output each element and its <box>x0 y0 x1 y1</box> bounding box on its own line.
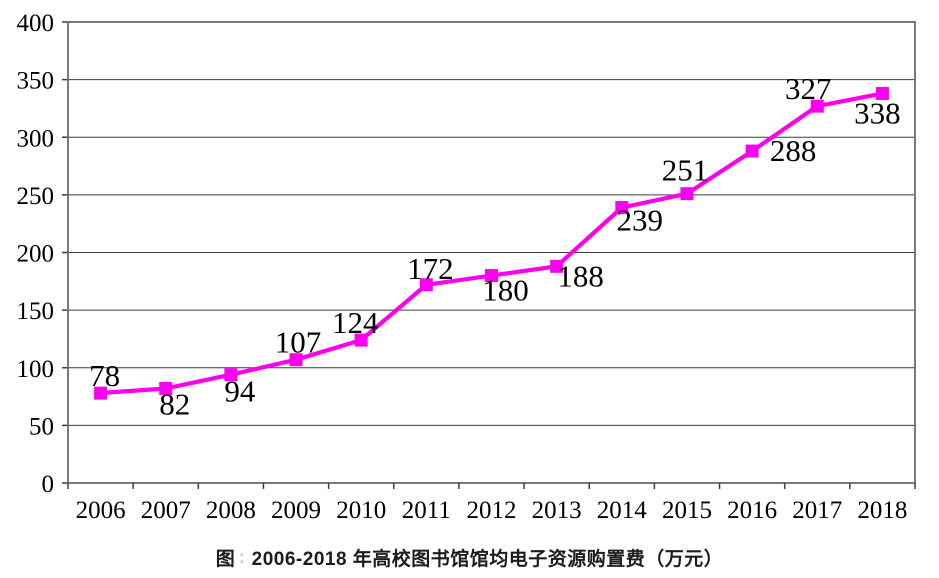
data-point-marker-2007 <box>159 381 173 395</box>
data-label-2014: 239 <box>617 203 664 238</box>
y-axis-label: 300 <box>17 125 55 152</box>
data-point-marker-2014 <box>615 201 629 215</box>
data-point-marker-2006 <box>94 386 108 400</box>
data-point-marker-2009 <box>289 353 303 367</box>
data-point-marker-2008 <box>224 368 238 382</box>
x-axis-label: 2006 <box>76 497 126 524</box>
data-label-2018: 338 <box>854 95 901 130</box>
data-line <box>98 91 885 396</box>
x-axis-label: 2017 <box>792 497 842 524</box>
x-axis-label: 2009 <box>271 497 321 524</box>
plot-border <box>67 21 916 484</box>
data-label-2015: 251 <box>662 153 709 188</box>
x-axis-label: 2013 <box>532 497 582 524</box>
caption-colon: ∶ <box>239 549 245 570</box>
data-label-2017: 327 <box>785 71 832 106</box>
data-point-marker-2015 <box>680 187 694 201</box>
data-label-2016: 288 <box>770 133 817 168</box>
y-axis-label: 50 <box>29 413 54 440</box>
x-axis-label: 2014 <box>597 497 648 524</box>
data-point-marker-2018 <box>875 86 889 100</box>
data-point-marker-2011 <box>419 278 433 292</box>
x-axis-label: 2008 <box>206 497 256 524</box>
x-axis-label: 2012 <box>467 497 517 524</box>
x-axis-label: 2011 <box>402 497 451 524</box>
y-axis-label: 150 <box>17 298 55 325</box>
x-axis-label: 2016 <box>727 497 777 524</box>
data-label-2010: 124 <box>332 305 379 340</box>
line-chart: 0 50 100 150 200 250 300 350 400 2006 2007 2008 2009… <box>17 10 916 524</box>
data-label-2006: 78 <box>89 358 120 393</box>
data-label-2011: 172 <box>407 251 454 286</box>
x-axis-label: 2007 <box>141 497 191 524</box>
y-axis-label: 100 <box>17 356 55 383</box>
data-point-marker-2012 <box>485 269 498 283</box>
data-label-2012: 180 <box>482 273 529 308</box>
data-label-2009: 107 <box>275 325 322 360</box>
y-axis-label: 0 <box>42 471 55 498</box>
data-point-marker-2016 <box>745 144 759 158</box>
data-point-marker-2010 <box>354 333 368 347</box>
y-axis-label: 250 <box>17 183 55 210</box>
y-axis-label: 200 <box>17 241 55 268</box>
data-label-2013: 188 <box>557 258 604 293</box>
caption-prefix: 图 <box>215 549 236 570</box>
data-label-2007: 82 <box>159 386 190 421</box>
x-axis-label: 2015 <box>662 497 712 524</box>
data-label-2008: 94 <box>224 374 256 409</box>
data-point-marker-2017 <box>810 99 824 113</box>
y-axis-label: 350 <box>17 68 55 95</box>
x-axis-label: 2010 <box>336 497 386 524</box>
y-axis-label: 400 <box>17 10 55 37</box>
chart-caption: 图 ∶ 2006-2018 年高校图书馆馆均电子资源购置费（万元） <box>0 544 939 571</box>
caption-text: 2006-2018 年高校图书馆馆均电子资源购置费（万元） <box>251 549 724 570</box>
data-point-marker-2013 <box>550 259 564 273</box>
x-axis-label: 2018 <box>857 497 907 524</box>
